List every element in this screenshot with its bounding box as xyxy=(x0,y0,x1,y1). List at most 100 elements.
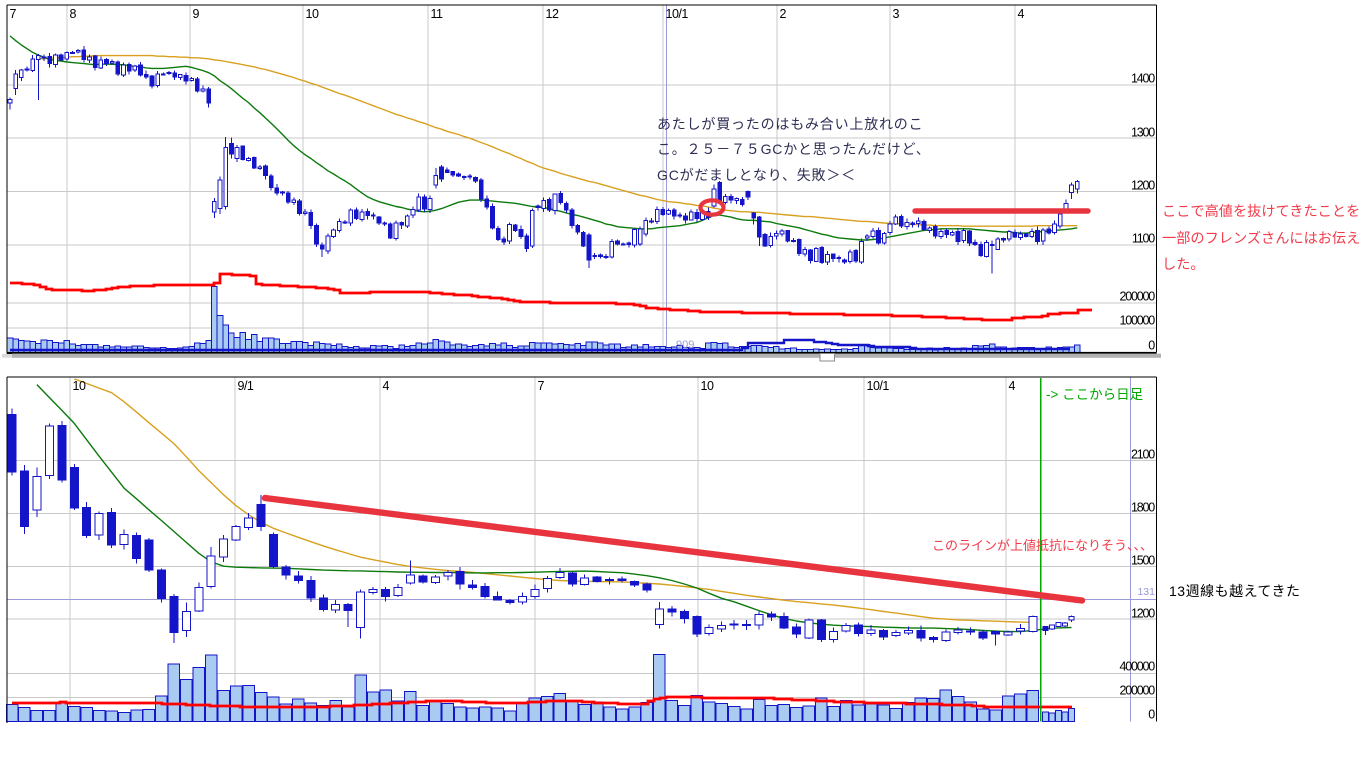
candle-body xyxy=(70,51,75,54)
candle-body xyxy=(879,630,888,638)
breakout-note-line-1: ここで高値を抜けてきたことを xyxy=(1162,204,1361,220)
candle-body xyxy=(505,600,515,603)
candle-body xyxy=(281,566,291,576)
candle-body xyxy=(370,214,376,217)
volume-bar xyxy=(761,345,769,354)
volume-bar xyxy=(551,343,559,354)
volume-bar xyxy=(642,343,650,353)
candle-body xyxy=(19,69,24,78)
candle-body xyxy=(456,173,461,177)
candle-body xyxy=(893,216,898,225)
candle-body xyxy=(729,623,739,626)
candle-body xyxy=(1018,233,1023,238)
candle-body xyxy=(223,146,229,207)
candle-body xyxy=(64,51,70,60)
margin-line xyxy=(10,338,1070,352)
volume-bar xyxy=(449,344,457,353)
candle-body xyxy=(302,211,308,214)
candle-body xyxy=(512,224,518,231)
candle-body xyxy=(791,626,801,635)
candle-body xyxy=(546,199,552,211)
candle-body xyxy=(825,253,830,263)
candle-body xyxy=(115,61,121,75)
volume-bar xyxy=(279,703,293,723)
volume-bar xyxy=(477,343,485,354)
weekly-border xyxy=(6,376,1158,723)
weekly-price-tick: 1500 xyxy=(1130,553,1155,568)
weekly-month-label: 9/1 xyxy=(237,378,254,393)
candle-body xyxy=(189,78,195,82)
weekly-month-label: 10/1 xyxy=(866,378,890,393)
candle-body xyxy=(268,175,274,188)
volume-bar xyxy=(466,707,479,722)
candle-body xyxy=(842,259,847,263)
daily-month-label: 7 xyxy=(9,6,17,21)
candle-body xyxy=(1049,624,1055,630)
volume-bar xyxy=(335,343,343,354)
candle-body xyxy=(461,176,467,179)
daily-month-label: 10 xyxy=(305,6,319,21)
candle-body xyxy=(1001,237,1006,241)
volume-bar xyxy=(503,710,517,722)
candle-body xyxy=(667,608,677,613)
candle-body xyxy=(524,235,529,250)
daily-volume-tick: 100000 xyxy=(1119,313,1155,328)
candle-body xyxy=(518,228,524,237)
volume-bar xyxy=(528,697,542,723)
weekly-volume xyxy=(5,654,1075,723)
weekly-month-label: 4 xyxy=(1008,378,1016,393)
candle-body xyxy=(615,240,620,245)
candle-body xyxy=(866,629,876,634)
candle-body xyxy=(194,587,204,612)
volume-bar xyxy=(460,344,468,353)
volume-bar xyxy=(216,315,224,354)
volume-bar xyxy=(875,347,882,354)
volume-bar xyxy=(242,685,255,723)
candle-body xyxy=(745,191,751,198)
candle-body xyxy=(859,241,864,263)
candle-body xyxy=(649,220,654,223)
candle-body xyxy=(1074,180,1080,190)
candle-body xyxy=(58,54,64,61)
candle-body xyxy=(1069,184,1074,194)
candle-body xyxy=(529,210,535,247)
candle-body xyxy=(229,143,234,155)
candle-body xyxy=(356,591,366,629)
candle-body xyxy=(586,234,592,261)
candle-body xyxy=(256,504,266,528)
candle-body xyxy=(181,610,191,632)
candle-body xyxy=(69,467,79,509)
candle-body xyxy=(517,595,527,603)
volume-bar xyxy=(1055,710,1062,722)
candle-body xyxy=(194,78,200,92)
volume-bar xyxy=(869,346,877,353)
candle-body xyxy=(57,424,67,481)
volume-bar xyxy=(777,703,791,723)
candle-body xyxy=(217,179,223,210)
candle-body xyxy=(944,229,950,236)
candle-body xyxy=(762,234,768,247)
volume-bar xyxy=(398,344,406,354)
volume-ma-line xyxy=(12,695,1072,709)
candle-body xyxy=(688,211,694,221)
volume-bar xyxy=(858,344,865,354)
candle-body xyxy=(757,216,762,238)
daily-note-line-2: こ。２５－７５GCかと思ったんだけど、 xyxy=(657,141,931,158)
candle-body xyxy=(694,211,700,220)
volume-bar xyxy=(68,705,81,723)
candle-body xyxy=(75,49,81,53)
candle-body xyxy=(156,569,166,599)
volume-bar xyxy=(80,343,88,354)
candle-body xyxy=(1046,228,1052,234)
volume-bar xyxy=(989,709,1002,722)
volume-bar xyxy=(951,695,965,723)
volume-bar xyxy=(715,703,728,723)
candle-body xyxy=(847,251,853,262)
weekly-month-label: 10 xyxy=(72,378,86,393)
candle-body xyxy=(910,222,915,226)
candle-body xyxy=(1062,622,1068,627)
candle-body xyxy=(416,196,422,211)
candle-body xyxy=(768,235,774,246)
candle-body xyxy=(121,64,126,76)
volume-bar xyxy=(889,707,903,723)
